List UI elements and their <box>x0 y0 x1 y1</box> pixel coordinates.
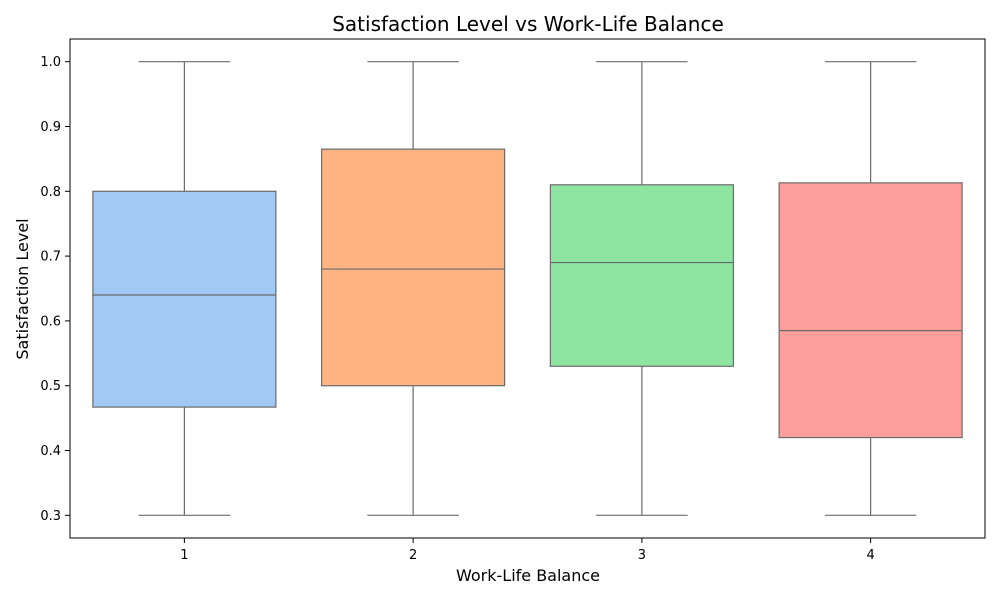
y-axis-label: Satisfaction Level <box>13 218 32 359</box>
box-iqr <box>778 182 963 439</box>
x-tick-label: 1 <box>180 548 188 563</box>
box-group-1 <box>92 61 277 516</box>
y-tick-label: 0.4 <box>40 444 61 459</box>
y-tick-label: 0.8 <box>40 185 61 200</box>
box-group-2 <box>321 61 506 516</box>
plot-area: 0.3 0.4 0.5 0.6 0.7 0.8 0.9 1.0 1 2 3 4 <box>40 38 986 563</box>
y-tick-label: 1.0 <box>40 55 61 70</box>
y-tick-label: 0.7 <box>40 250 61 265</box>
x-tick-label: 2 <box>409 548 417 563</box>
box-iqr <box>321 148 506 387</box>
box-iqr <box>549 184 734 367</box>
y-tick-label: 0.3 <box>40 509 61 524</box>
chart-title: Satisfaction Level vs Work-Life Balance <box>332 12 724 36</box>
y-tick-label: 0.9 <box>40 120 61 135</box>
y-tick-label: 0.5 <box>40 379 61 394</box>
box-group-4 <box>778 61 963 516</box>
plot-frame <box>69 38 986 539</box>
x-tick-label: 3 <box>638 548 646 563</box>
box-iqr <box>92 190 277 408</box>
box-group-3 <box>549 61 734 516</box>
x-tick-label: 4 <box>866 548 874 563</box>
x-axis-label: Work-Life Balance <box>456 566 600 585</box>
y-tick-label: 0.6 <box>40 314 61 329</box>
